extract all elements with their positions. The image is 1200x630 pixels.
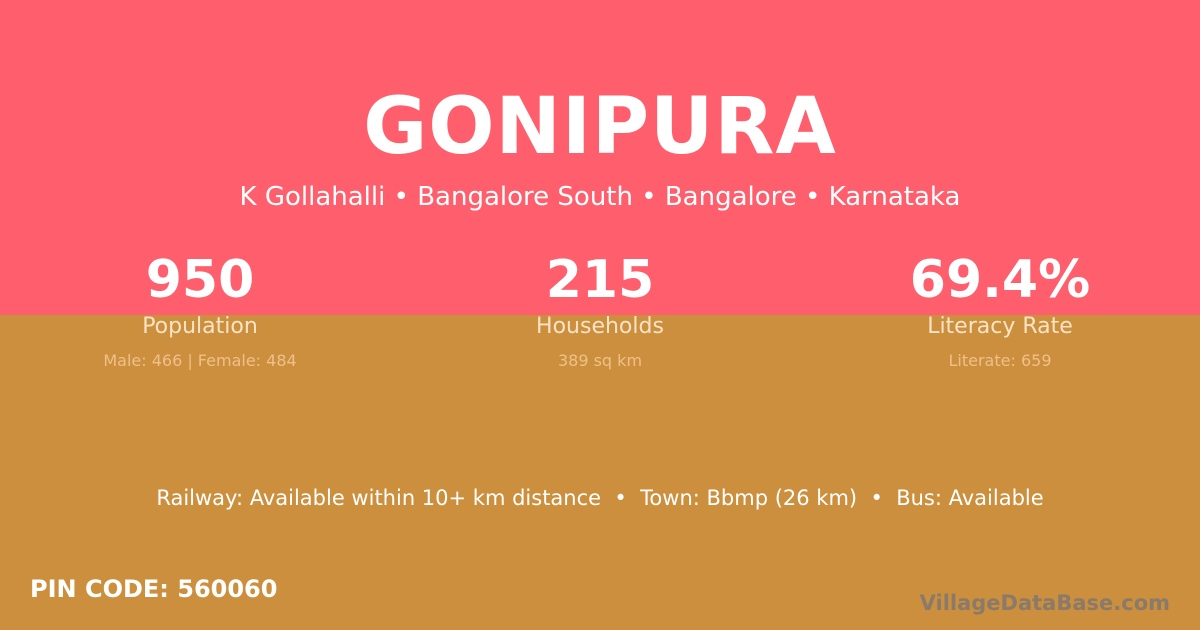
village-title: GONIPURA <box>363 82 837 172</box>
stat-value: 215 <box>545 250 655 310</box>
stat-detail: Male: 466 | Female: 484 <box>103 351 297 370</box>
stat-literacy: 69.4% Literacy Rate Literate: 659 <box>800 250 1200 370</box>
connectivity-info: Railway: Available within 10+ km distanc… <box>156 486 1044 510</box>
watermark: VillageDataBase.com <box>919 591 1170 615</box>
stat-households: 215 Households 389 sq km <box>400 250 800 370</box>
pin-code: PIN CODE: 560060 <box>30 575 278 603</box>
stat-detail: 389 sq km <box>557 351 643 370</box>
stat-value: 950 <box>145 250 255 310</box>
location-breadcrumb: K Gollahalli • Bangalore South • Bangalo… <box>239 182 961 212</box>
stat-detail: Literate: 659 <box>948 351 1052 370</box>
header-band <box>0 0 1200 315</box>
stat-value: 69.4% <box>909 250 1091 310</box>
stat-population: 950 Population Male: 466 | Female: 484 <box>0 250 400 370</box>
stat-label: Population <box>142 314 258 339</box>
stat-label: Literacy Rate <box>927 314 1073 339</box>
stat-label: Households <box>536 314 664 339</box>
